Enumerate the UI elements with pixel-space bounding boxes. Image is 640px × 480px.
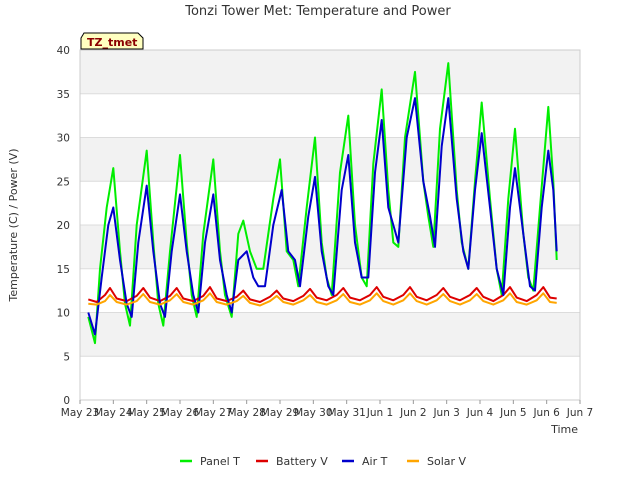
- x-tick-label: Jun 1: [366, 407, 393, 419]
- series-line-air-t: [87, 97, 558, 336]
- x-tick-label: May 28: [227, 407, 265, 419]
- y-tick-label: 15: [57, 264, 70, 276]
- y-tick-label: 30: [57, 133, 70, 145]
- x-tick-label: Jun 2: [399, 407, 426, 419]
- x-tick-label: Jun 4: [466, 407, 494, 419]
- series-lines: [87, 62, 558, 345]
- plot-band: [80, 93, 580, 138]
- legend-label-panel-t: Panel T: [200, 455, 240, 468]
- legend-label-battery-v: Battery V: [276, 455, 328, 468]
- x-tick-label: Jun 7: [566, 407, 593, 419]
- y-tick-label: 25: [57, 176, 70, 188]
- x-tick-label: May 29: [261, 407, 299, 419]
- x-tick-label: May 27: [194, 407, 232, 419]
- x-tick-label: May 26: [161, 407, 200, 419]
- y-tick-label: 35: [57, 89, 70, 101]
- plot-band: [80, 356, 580, 400]
- y-tick-label: 40: [57, 45, 70, 57]
- legend-label-air-t: Air T: [362, 455, 388, 468]
- y-axis-label: Temperature (C) / Power (V): [7, 148, 20, 302]
- plot-background: [80, 50, 580, 400]
- y-axis: 0 5 10 15 20 25 30 35 40: [57, 45, 70, 407]
- series-line-solar-v: [88, 292, 557, 307]
- x-tick-label: May 30: [294, 407, 332, 419]
- x-tick-label: May 23: [61, 407, 99, 419]
- x-tick-label: May 31: [327, 407, 365, 419]
- y-tick-label: 5: [63, 351, 70, 363]
- plot-band: [80, 312, 580, 357]
- plot-frame: [79, 49, 581, 401]
- x-tick-label: Jun 6: [532, 407, 560, 419]
- tag-box: TZ_tmet: [80, 32, 144, 50]
- series-line-battery-v: [88, 286, 557, 303]
- x-tick-label: Jun 5: [499, 407, 526, 419]
- plot-band: [80, 50, 580, 94]
- legend: Panel T Battery V Air T Solar V: [180, 455, 467, 468]
- x-tick-label: Jun 3: [432, 407, 459, 419]
- x-tick-label: May 24: [94, 407, 133, 419]
- chart-title: Tonzi Tower Met: Temperature and Power: [184, 4, 451, 19]
- x-axis-label: Time: [550, 423, 578, 436]
- x-tick-label: May 25: [127, 407, 165, 419]
- plot-band: [80, 181, 580, 225]
- y-tick-label: 20: [57, 220, 70, 232]
- plot-band: [80, 137, 580, 182]
- tag-label: TZ_tmet: [87, 36, 137, 49]
- y-tick-label: 0: [63, 395, 70, 407]
- legend-label-solar-v: Solar V: [427, 455, 467, 468]
- y-tick-label: 10: [57, 308, 70, 320]
